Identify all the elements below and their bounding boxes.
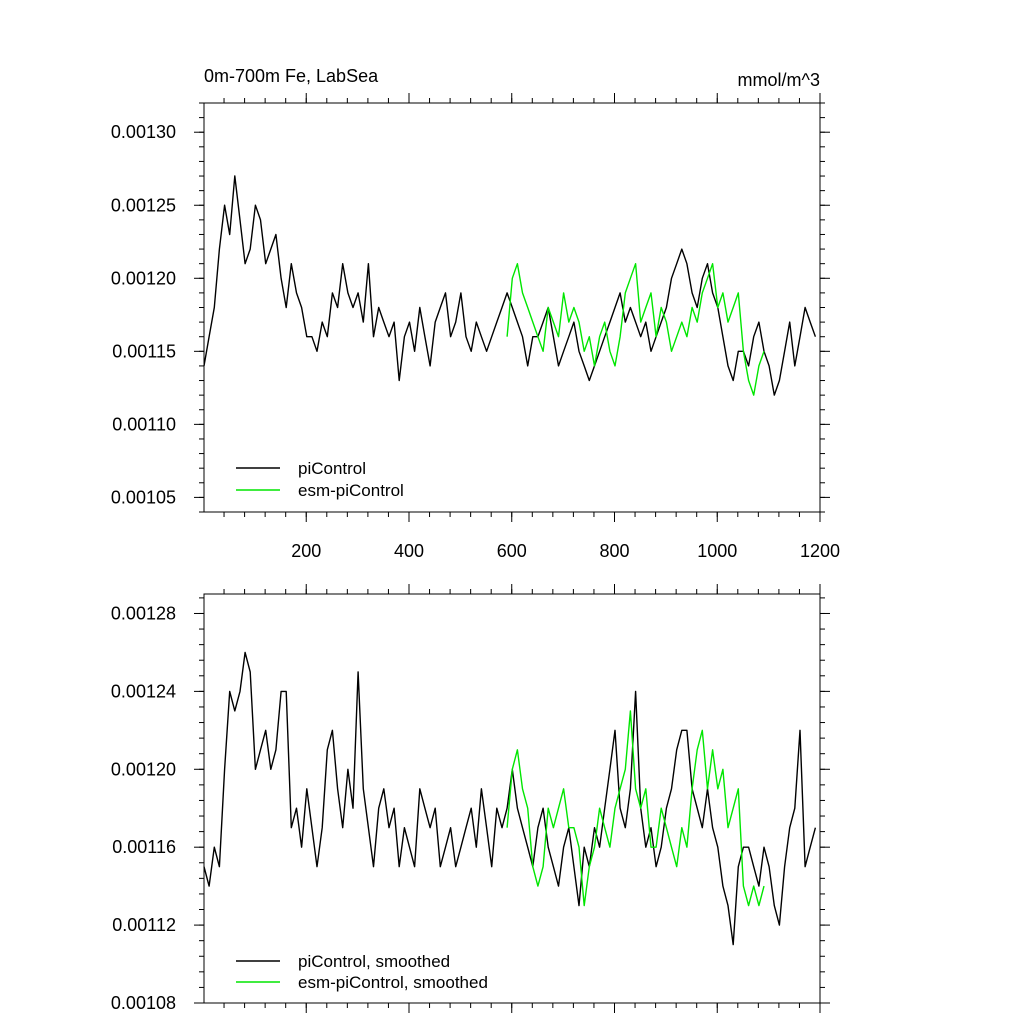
bottom-ticks: 0.00108 0.00112 0.00116 0.00120 0.00124 0.001… <box>111 584 830 1013</box>
top-x-tick-label: 600 <box>497 541 527 561</box>
top-series <box>203 175 817 396</box>
bottom-legend-label-picontrol: piControl, smoothed <box>298 952 450 971</box>
bottom-series-line-picontrol <box>203 651 817 946</box>
top-x-tick-label: 200 <box>291 541 321 561</box>
bottom-legend-label-esm-picontrol: esm-piControl, smoothed <box>298 973 488 992</box>
top-ticks: 200 400 600 800 1000 1200 0.00105 0.00110 0.0011… <box>111 93 840 561</box>
top-y-tick-label: 0.00115 <box>112 341 176 361</box>
top-x-tick-label: 800 <box>599 541 629 561</box>
top-x-tick-label: 1000 <box>697 541 737 561</box>
top-title-left: 0m-700m Fe, LabSea <box>204 66 379 86</box>
top-y-tick-label: 0.00125 <box>111 195 176 215</box>
top-x-tick-label: 400 <box>394 541 424 561</box>
bottom-y-tick-label: 0.00120 <box>111 759 176 779</box>
top-legend: piControl esm-piControl <box>236 459 404 500</box>
top-y-tick-label: 0.00130 <box>111 122 176 142</box>
bottom-y-tick-label: 0.00116 <box>112 837 176 857</box>
top-x-tick-label: 1200 <box>800 541 840 561</box>
bottom-legend: piControl, smoothed esm-piControl, smoot… <box>236 952 488 992</box>
bottom-y-tick-label: 0.00124 <box>111 681 176 701</box>
bottom-plot-frame <box>203 593 821 1004</box>
top-legend-label-picontrol: piControl <box>298 459 366 478</box>
bottom-y-tick-label: 0.00128 <box>111 603 176 623</box>
bottom-y-tick-label: 0.00112 <box>112 915 176 935</box>
top-panel: 0m-700m Fe, LabSea mmol/m^3 200 400 600 800… <box>111 66 840 561</box>
top-y-tick-label: 0.00110 <box>112 414 176 434</box>
bottom-y-tick-label: 0.00108 <box>111 993 176 1013</box>
top-y-tick-label: 0.00105 <box>111 487 176 507</box>
top-series-line-picontrol <box>203 175 817 396</box>
top-series-line-esm-picontrol <box>506 263 765 396</box>
bottom-panel: 0.00108 0.00112 0.00116 0.00120 0.00124 0.001… <box>111 584 830 1013</box>
bottom-series-line-esm-picontrol <box>506 710 765 907</box>
top-y-tick-label: 0.00120 <box>111 268 176 288</box>
top-legend-label-esm-picontrol: esm-piControl <box>298 481 404 500</box>
top-title-right: mmol/m^3 <box>738 70 820 90</box>
bottom-series <box>203 651 817 946</box>
